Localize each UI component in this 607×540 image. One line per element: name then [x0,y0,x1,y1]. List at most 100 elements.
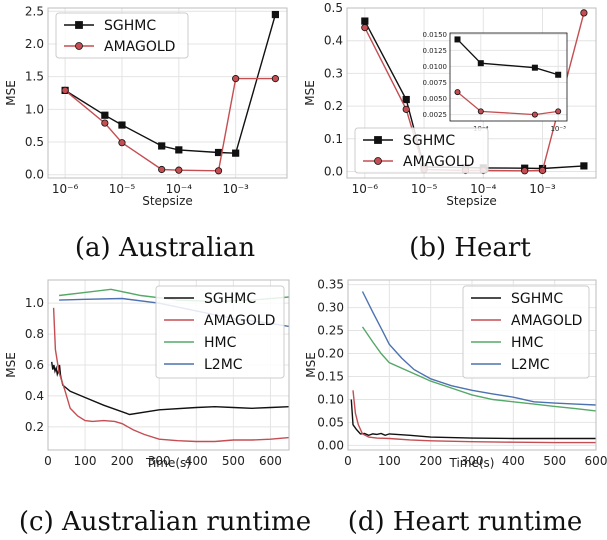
x-tick-label: 500 [543,454,566,468]
legend: SGHMC AMAGOLD HMC L2MC [155,285,285,379]
x-tick-label: 10⁻⁴ [166,182,193,196]
inset-background [450,33,567,121]
data-point-amagold [580,9,588,17]
x-tick-label: 10⁻⁶ [52,182,79,196]
y-tick-label: 0.25 [317,324,344,338]
data-point-sghmc [232,149,240,157]
x-tick-label: 10⁻⁴ [470,182,497,196]
y-tick-label: 1.0 [25,102,44,116]
y-axis-label: MSE [4,352,18,378]
series-line-hmc [361,326,596,412]
y-tick-label: 2.0 [25,37,44,51]
y-tick-label: 0.0 [324,164,343,178]
chart-panel-d: 0 100 200 300 400 500 600 0.00 0.05 0.10 0.15 0.20 0… [304,278,607,470]
caption-a: (a) Australian [75,233,255,263]
x-tick-label: 10⁻³ [529,182,556,196]
legend-label-sghmc: SGHMC [204,291,256,307]
chart-panel-a: 10⁻⁶ 10⁻⁵ 10⁻⁴ 10⁻³ 0.0 0.5 1.0 1.5 2.0 2.5 Stepsi… [4,4,288,208]
legend-label-amagold: AMAGOLD [403,154,474,170]
inset-y-tick-label: 0.0100 [423,63,448,71]
y-tick-label: 0.2 [25,420,44,434]
series-hmc [361,326,596,412]
x-axis-label: Time(s) [145,456,191,470]
y-tick-label: 1.5 [25,70,44,84]
data-point-sghmc [118,121,126,129]
y-tick-label: 0.0 [25,168,44,182]
x-axis-label: Stepsize [142,194,193,208]
x-axis-label: Stepsize [446,194,497,208]
legend-label-sghmc: SGHMC [104,18,156,34]
x-tick-label: 400 [502,454,525,468]
inset-frame [449,32,568,122]
legend: SGHMC AMAGOLD [55,12,189,59]
inset-data-point-sghmc [454,36,461,43]
caption-c: (c) Australian runtime [19,507,311,537]
y-axis-label: MSE [303,80,317,106]
legend-box [462,285,590,379]
inset-data-point-sghmc [555,71,562,78]
data-point-amagold [361,24,369,32]
plot-frame [47,279,290,451]
inset-y-tick-label: 0.0150 [423,31,448,39]
x-tick-label: 600 [585,454,607,468]
series-sghmc [350,399,596,440]
legend-label-amagold: AMAGOLD [204,313,275,329]
series-line-amagold [352,390,596,444]
x-tick-label: 200 [111,454,134,468]
y-axis-label: MSE [304,352,318,378]
y-tick-label: 0.00 [317,438,344,452]
x-tick-label: 100 [378,454,401,468]
x-tick-label: 400 [185,454,208,468]
x-axis-label: Time(s) [449,456,495,470]
x-tick-label: 600 [259,454,282,468]
caption-b: (b) Heart [409,233,531,263]
chart-panel-b: 10⁻⁶ 10⁻⁵ 10⁻⁴ 10⁻³ 0.0 0.1 0.2 0.3 0.4 0.5 Stepsi… [303,1,597,208]
x-tick-label: 300 [461,454,484,468]
inset-y-tick-label: 0.0025 [423,111,448,119]
caption-d: (d) Heart runtime [348,507,583,537]
y-axis-label: MSE [4,80,18,106]
data-point-sghmc [271,10,279,19]
legend-label-sghmc: SGHMC [403,133,455,149]
data-point-amagold [271,75,279,83]
data-point-sghmc [158,142,166,150]
inset-data-point-amagold [454,89,461,96]
inset-y-tick-label: 0.0075 [423,79,448,87]
inset-data-point-amagold [555,108,562,115]
y-tick-label: 2.5 [25,4,44,18]
x-tick-label: 100 [74,454,97,468]
series-line-sghmc [350,399,596,440]
inset-x-tick-label: 10⁻³ [550,125,566,133]
plot-frame [347,279,597,451]
legend-marker-sghmc [374,136,382,144]
inset-series-line-sghmc [457,38,559,76]
series-amagold [352,390,596,444]
inset-data-point-sghmc [477,60,484,67]
y-tick-label: 0.10 [317,392,344,406]
data-point-amagold [402,105,410,113]
inset-plot: 0.00250.00500.00750.01000.01250.015010⁻⁴… [423,31,568,133]
x-tick-label: 200 [419,454,442,468]
x-tick-label: 0 [44,454,52,468]
plot-frame [47,7,288,179]
chart-panel-c: 0 100 200 300 400 500 600 0.2 0.4 0.6 0.8 1.0 Time(s… [4,279,290,470]
series-line-amagold [64,77,276,172]
data-point-amagold [538,166,547,175]
y-tick-label: 0.20 [317,347,344,361]
y-tick-label: 0.2 [324,99,343,113]
y-tick-label: 0.5 [324,1,343,15]
series-l2mc [361,291,596,406]
y-tick-label: 1.0 [25,296,44,310]
data-point-sghmc [402,95,410,104]
y-tick-label: 0.5 [25,135,44,149]
data-point-amagold [101,119,109,127]
y-tick-label: 0.6 [25,358,44,372]
inset-data-point-amagold [531,111,538,118]
legend-box [155,285,285,379]
y-tick-label: 0.35 [317,278,344,292]
y-tick-label: 0.4 [25,389,44,403]
inset-y-tick-label: 0.0050 [423,95,448,103]
x-tick-label: 0 [344,454,352,468]
data-point-sghmc [175,146,183,154]
